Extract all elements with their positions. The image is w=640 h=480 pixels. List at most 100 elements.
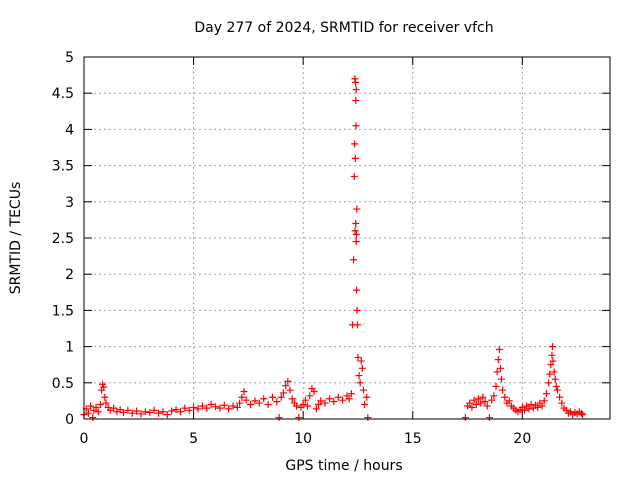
- y-tick-label: 0: [65, 412, 74, 428]
- data-point: [299, 401, 307, 409]
- data-point: [317, 397, 325, 405]
- data-point: [548, 351, 556, 359]
- axis-ticks: 0 0.5 1 1.5 2 2.5 3 3.5 4 4.5 5 0 5 10 15 20: [52, 50, 610, 447]
- data-point: [496, 364, 504, 372]
- data-point: [119, 408, 127, 416]
- chart-title: Day 277 of 2024, SRMTID for receiver vfc…: [194, 20, 493, 36]
- x-tick-label: 20: [513, 431, 531, 447]
- data-point: [361, 401, 369, 409]
- data-point: [470, 396, 478, 404]
- data-point: [351, 140, 359, 148]
- data-point: [284, 377, 292, 385]
- data-point: [352, 78, 360, 86]
- data-point: [352, 238, 360, 246]
- data-point: [315, 401, 323, 409]
- data-point: [347, 390, 355, 398]
- data-point: [185, 406, 193, 414]
- data-point: [525, 405, 533, 413]
- data-point: [556, 393, 564, 401]
- y-tick-label: 0.5: [52, 376, 74, 392]
- data-point: [163, 411, 171, 419]
- data-points: [80, 75, 587, 422]
- data-point: [352, 86, 360, 94]
- data-point: [282, 382, 290, 390]
- data-point: [306, 392, 314, 400]
- y-tick-label: 2.5: [52, 231, 74, 247]
- data-point: [220, 401, 228, 409]
- data-point: [358, 364, 366, 372]
- data-point: [233, 403, 241, 411]
- data-point: [255, 399, 263, 407]
- data-point: [351, 227, 359, 235]
- data-point: [495, 345, 503, 353]
- data-point: [363, 393, 371, 401]
- data-point: [84, 409, 92, 417]
- y-tick-label: 5: [65, 50, 74, 66]
- data-point: [321, 399, 329, 407]
- data-point: [229, 402, 237, 410]
- data-point: [494, 356, 502, 364]
- data-point: [354, 353, 362, 361]
- y-tick-label: 4.5: [52, 86, 74, 102]
- y-tick-label: 3.5: [52, 159, 74, 175]
- data-point: [238, 393, 246, 401]
- data-point: [101, 393, 109, 401]
- data-point: [547, 361, 555, 369]
- data-point: [137, 410, 145, 418]
- y-tick-label: 4: [65, 122, 74, 138]
- data-point: [87, 402, 95, 410]
- data-point: [483, 402, 491, 410]
- data-point: [339, 396, 347, 404]
- data-point: [89, 414, 97, 422]
- data-point: [542, 390, 550, 398]
- data-point: [124, 406, 132, 414]
- data-point: [273, 398, 281, 406]
- data-point: [295, 414, 303, 422]
- data-point: [268, 393, 276, 401]
- data-point: [501, 393, 509, 401]
- data-point: [190, 403, 198, 411]
- data-point: [275, 414, 283, 422]
- x-tick-label: 5: [189, 431, 198, 447]
- data-point: [168, 407, 176, 415]
- x-tick-label: 10: [294, 431, 312, 447]
- data-point: [488, 396, 496, 404]
- data-point: [551, 375, 559, 383]
- data-point: [159, 408, 167, 416]
- data-point: [325, 395, 333, 403]
- data-point: [251, 397, 259, 405]
- x-tick-label: 0: [80, 431, 89, 447]
- data-point: [350, 256, 358, 264]
- data-point: [181, 404, 189, 412]
- data-point: [553, 386, 561, 394]
- data-point: [212, 403, 219, 411]
- y-tick-label: 1.5: [52, 303, 74, 319]
- data-point: [579, 411, 587, 419]
- data-point: [357, 357, 365, 365]
- data-point: [356, 379, 364, 387]
- data-point: [110, 404, 118, 412]
- data-point: [247, 401, 255, 409]
- y-tick-label: 1: [65, 340, 74, 356]
- data-point: [538, 402, 546, 410]
- data-point: [499, 386, 507, 394]
- data-point: [304, 402, 312, 410]
- data-point: [493, 368, 501, 376]
- data-point: [286, 386, 294, 394]
- data-point: [141, 408, 149, 416]
- data-point: [350, 172, 358, 180]
- data-point: [172, 406, 180, 414]
- data-point: [505, 397, 513, 405]
- data-point: [345, 395, 353, 403]
- data-point: [240, 387, 248, 395]
- data-point: [198, 402, 206, 410]
- y-tick-label: 3: [65, 195, 74, 211]
- data-point: [216, 404, 224, 412]
- data-point: [94, 408, 102, 416]
- data-point: [351, 154, 359, 162]
- data-point: [466, 399, 474, 407]
- data-point: [481, 398, 489, 406]
- data-point: [288, 395, 296, 403]
- data-point: [155, 409, 163, 417]
